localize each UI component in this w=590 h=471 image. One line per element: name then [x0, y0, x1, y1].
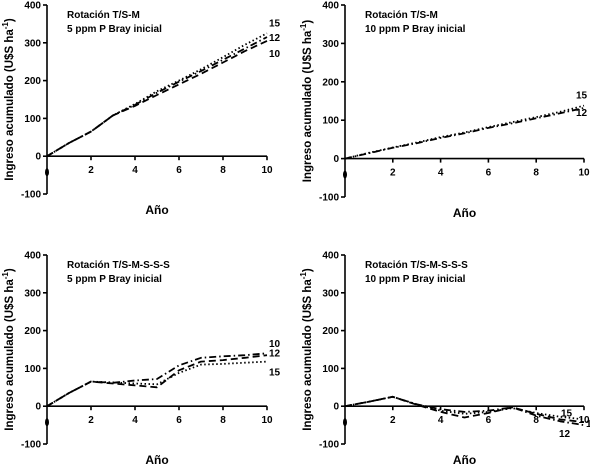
y-tick-label: 400 — [322, 1, 339, 12]
y-axis-label: Ingreso acumulado (U$S ha-1) — [299, 268, 314, 431]
x-tick-label: 8 — [220, 165, 226, 176]
x-tick-label: 4 — [132, 415, 138, 426]
x-tick-label: 10 — [261, 165, 273, 176]
y-tick-label: 200 — [24, 76, 41, 87]
series-label-15: 15 — [561, 408, 573, 419]
series-line-10 — [344, 395, 585, 423]
x-tick-label: 10 — [261, 415, 273, 426]
series-line-15 — [344, 395, 585, 421]
origin-marker — [45, 418, 49, 427]
y-tick-label: -100 — [21, 190, 41, 201]
chart-panel-1: -100 0 100 200 300 400 2 4 6 8 10 Rotación T/S-M 5 p… — [1, 1, 281, 218]
y-tick-label: 400 — [24, 1, 41, 12]
x-tick-label: 8 — [220, 415, 226, 426]
series-line-10 — [46, 40, 268, 157]
series-label-12: 12 — [269, 33, 281, 44]
y-tick-label: 300 — [24, 288, 41, 299]
x-tick-label: 2 — [390, 415, 396, 426]
series-label-12: 12 — [576, 108, 588, 119]
y-tick-label: -100 — [319, 193, 339, 204]
y-axis-label: Ingreso acumulado (U$S ha-1) — [1, 268, 16, 431]
y-tick-label: 100 — [322, 116, 339, 127]
y-tick-label: 0 — [333, 154, 339, 165]
y-tick-label: 300 — [322, 39, 339, 50]
series-label-10: 10 — [269, 49, 281, 60]
y-tick-label: 0 — [35, 152, 41, 163]
y-tick-label: 100 — [24, 114, 41, 125]
chart-title: Rotación T/S-M-S-S-S — [67, 260, 170, 271]
series-line-12 — [344, 107, 585, 160]
chart-title: Rotación T/S-M-S-S-S — [365, 260, 468, 271]
x-tick-label: 10 — [578, 168, 590, 179]
chart-subtitle: 10 ppm P Bray inicial — [365, 24, 466, 35]
series-line-12 — [344, 395, 585, 426]
y-tick-label: 200 — [24, 326, 41, 337]
series-label-10: 10 — [586, 419, 590, 430]
x-tick-label: 2 — [88, 165, 94, 176]
y-tick-label: 100 — [24, 364, 41, 375]
series-label-15: 15 — [269, 18, 281, 29]
y-tick-label: 400 — [24, 251, 41, 262]
x-tick-label: 6 — [176, 415, 182, 426]
series-label-12: 12 — [559, 429, 571, 440]
y-axis-label: Ingreso acumulado (U$S ha-1) — [299, 20, 314, 183]
y-tick-label: 300 — [24, 38, 41, 49]
y-tick-label: 200 — [322, 326, 339, 337]
series-line-15 — [46, 360, 268, 407]
x-axis-label: Año — [145, 203, 168, 217]
chart-panel-3: -100 0 100 200 300 400 2 4 6 8 10 Rotación T/S-M-S-… — [1, 251, 281, 468]
x-tick-label: 8 — [533, 415, 539, 426]
y-tick-label: -100 — [319, 440, 339, 451]
x-tick-label: 2 — [390, 168, 396, 179]
y-tick-label: 100 — [322, 364, 339, 375]
series-line-10 — [46, 354, 268, 407]
y-tick-label: 300 — [322, 288, 339, 299]
origin-marker — [343, 170, 347, 179]
chart-panel-4: -100 0 100 200 300 400 2 4 6 8 10 Rotación T/S-M-S-… — [299, 251, 590, 468]
x-tick-label: 6 — [176, 165, 182, 176]
y-axis-label: Ingreso acumulado (U$S ha-1) — [1, 18, 16, 181]
x-axis-label: Año — [453, 453, 476, 467]
chart-title: Rotación T/S-M — [67, 10, 140, 21]
y-tick-label: 0 — [35, 402, 41, 413]
x-tick-label: 4 — [438, 168, 444, 179]
series-label-15: 15 — [269, 368, 281, 379]
y-tick-label: 0 — [333, 402, 339, 413]
series-line-12 — [46, 352, 268, 407]
series-label-10: 10 — [269, 339, 281, 350]
y-tick-label: 200 — [322, 77, 339, 88]
x-tick-label: 4 — [438, 415, 444, 426]
x-tick-label: 6 — [486, 168, 492, 179]
chart-subtitle: 10 ppm P Bray inicial — [365, 274, 466, 285]
x-tick-label: 8 — [533, 168, 539, 179]
x-axis-label: Año — [145, 453, 168, 467]
y-tick-label: 400 — [322, 251, 339, 262]
x-tick-label: 4 — [132, 165, 138, 176]
origin-marker — [45, 168, 49, 177]
x-tick-label: 2 — [88, 415, 94, 426]
x-tick-label: 6 — [486, 415, 492, 426]
series-label-12: 12 — [269, 348, 281, 359]
origin-marker — [343, 418, 347, 427]
chart-subtitle: 5 ppm P Bray inicial — [67, 24, 162, 35]
y-tick-label: -100 — [21, 440, 41, 451]
chart-title: Rotación T/S-M — [365, 10, 438, 21]
x-tick-label: 10 — [578, 415, 590, 426]
series-line-15 — [344, 104, 585, 160]
chart-subtitle: 5 ppm P Bray inicial — [67, 274, 162, 285]
series-line-12 — [46, 36, 268, 157]
series-label-15: 15 — [576, 91, 588, 102]
x-axis-label: Año — [453, 206, 476, 220]
chart-panel-2: -100 0 100 200 300 400 2 4 6 8 10 Rotación T/S-M 10 … — [299, 1, 590, 221]
